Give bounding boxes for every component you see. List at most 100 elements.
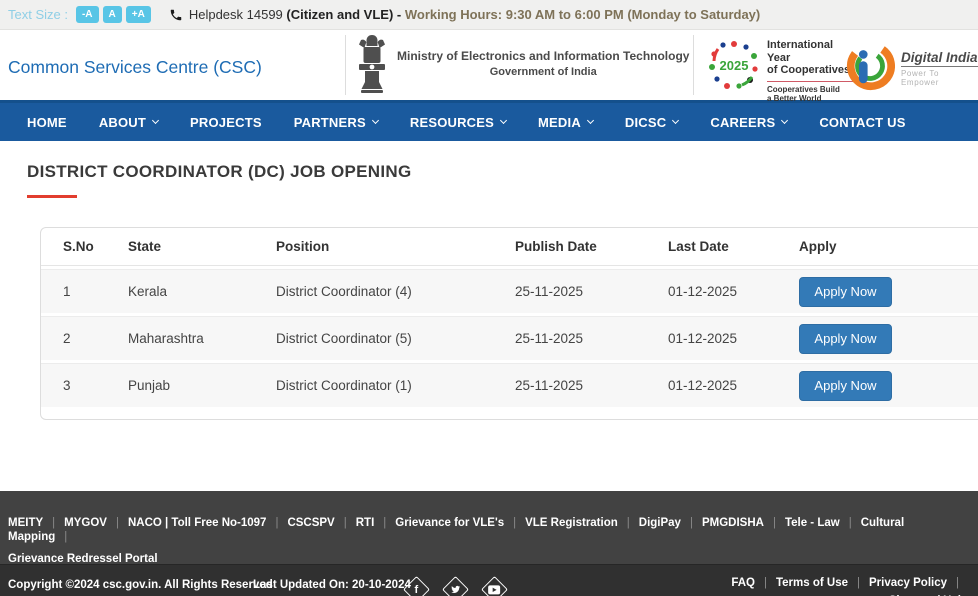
- youtube-icon[interactable]: [481, 576, 508, 596]
- coop-divider: [767, 80, 859, 82]
- cell-publish-date: 25-11-2025: [515, 378, 584, 393]
- footer-separator: |: [513, 517, 517, 529]
- text-size-increase-button[interactable]: +A: [125, 6, 151, 23]
- cell-sno: 2: [63, 331, 71, 346]
- bottom-separator: |: [956, 577, 959, 589]
- text-size-decrease-button[interactable]: -A: [75, 6, 99, 23]
- footer-links-line1: MEITY | MYGOV | NACO | Toll Free No-1097 | CSC…: [8, 516, 970, 544]
- chevron-down-icon: [499, 116, 508, 125]
- chevron-down-icon: [371, 116, 379, 125]
- working-hours-text: Working Hours: 9:30 AM to 6:00 PM (Monda…: [404, 7, 761, 22]
- nav-item-home[interactable]: HOME: [11, 103, 83, 141]
- coop-title-line2: of Cooperatives: [767, 64, 851, 76]
- chevron-down-icon: [586, 116, 594, 125]
- digital-india-logo-block: Digital India Power To Empower: [845, 36, 978, 101]
- facebook-icon[interactable]: f: [403, 576, 430, 596]
- table-header-row: S.No State Position Publish Date Last Da…: [41, 228, 978, 266]
- last-updated-text: Last Updated On: 20-10-2024: [253, 579, 411, 591]
- government-of-india-label: Government of India: [489, 66, 597, 78]
- header-divider: [693, 35, 694, 95]
- nav-label: PARTNERS: [293, 114, 366, 130]
- nav-label: CONTACT US: [819, 114, 906, 130]
- footer-link-grievance-vle[interactable]: Grievance for VLE's: [395, 517, 505, 529]
- bottom-separator: |: [763, 577, 767, 589]
- coop-year-text: 2025: [720, 58, 749, 73]
- digital-india-tagline: Power To Empower: [901, 69, 940, 87]
- cell-state: Punjab: [128, 378, 171, 393]
- cell-position: District Coordinator (4): [276, 284, 412, 299]
- chevron-down-icon: [672, 116, 680, 125]
- main-navigation: HOME ABOUT PROJECTS PARTNERS RESOURCES M…: [0, 103, 978, 141]
- apply-now-button[interactable]: Apply Now: [799, 276, 892, 307]
- footer-link-tele-law[interactable]: Tele - Law: [784, 517, 840, 529]
- column-header-last-date: Last Date: [668, 239, 729, 254]
- footer-separator: |: [626, 517, 630, 529]
- cell-sno: 1: [63, 284, 71, 299]
- nav-item-media[interactable]: MEDIA: [522, 103, 609, 141]
- text-size-label: Text Size :: [8, 7, 68, 22]
- footer-link-meity[interactable]: MEITY: [8, 517, 44, 529]
- social-icons: f: [403, 576, 508, 596]
- text-size-normal-button[interactable]: A: [102, 6, 122, 23]
- international-year-cooperatives-icon: 2025: [708, 39, 760, 104]
- footer-separator: |: [343, 517, 347, 529]
- apply-now-button[interactable]: Apply Now: [799, 323, 892, 354]
- privacy-policy-link[interactable]: Privacy Policy: [869, 577, 947, 589]
- footer-separator: |: [64, 531, 68, 543]
- nav-item-about[interactable]: ABOUT: [83, 103, 174, 141]
- cell-state: Maharashtra: [128, 331, 204, 346]
- footer-link-grievance-redressel-portal[interactable]: Grievance Redressel Portal: [8, 553, 158, 565]
- nav-item-dicsc[interactable]: DICSC: [609, 103, 694, 141]
- cell-position: District Coordinator (1): [276, 378, 412, 393]
- ministry-name: Ministry of Electronics and Information …: [397, 49, 690, 63]
- bottom-bar: Copyright ©2024 csc.gov.in. All Rights R…: [0, 564, 978, 596]
- footer-link-digipay[interactable]: DigiPay: [638, 517, 681, 529]
- copyright-text: Copyright ©2024 csc.gov.in. All Rights R…: [8, 579, 273, 591]
- coop-sub-line1: Cooperatives Build: [767, 84, 840, 94]
- footer-separator: |: [689, 517, 693, 529]
- page-title: DISTRICT COORDINATOR (DC) JOB OPENING: [27, 162, 412, 181]
- footer-link-naco[interactable]: NACO | Toll Free No-1097: [127, 517, 267, 529]
- cell-last-date: 01-12-2025: [668, 331, 738, 346]
- job-openings-table: S.No State Position Publish Date Last Da…: [40, 227, 978, 420]
- table-row: 3 Punjab District Coordinator (1) 25-11-…: [41, 363, 978, 407]
- nav-label: CAREERS: [710, 114, 776, 130]
- footer-links-bar: MEITY | MYGOV | NACO | Toll Free No-1097 | CSC…: [0, 491, 978, 566]
- nav-label: HOME: [27, 114, 67, 130]
- nav-item-contact-us[interactable]: CONTACT US: [803, 103, 921, 141]
- footer-link-vle-registration[interactable]: VLE Registration: [525, 517, 618, 529]
- site-title-link[interactable]: Common Services Centre (CSC): [8, 57, 262, 77]
- helpdesk-audience: (Citizen and VLE) -: [286, 7, 405, 22]
- nav-item-projects[interactable]: PROJECTS: [174, 103, 278, 141]
- nav-label: PROJECTS: [190, 114, 262, 130]
- cell-last-date: 01-12-2025: [668, 284, 738, 299]
- bottom-separator: |: [857, 577, 860, 589]
- bottom-right-links: FAQ|Terms of Use|Privacy Policy| Sitemap…: [731, 577, 968, 596]
- footer-link-mygov[interactable]: MYGOV: [64, 517, 107, 529]
- nav-item-resources[interactable]: RESOURCES: [394, 103, 522, 141]
- column-header-sno: S.No: [63, 239, 94, 254]
- footer-link-pmgdisha[interactable]: PMGDISHA: [701, 517, 764, 529]
- phone-icon: [169, 8, 183, 22]
- main-content: DISTRICT COORDINATOR (DC) JOB OPENING S.…: [0, 162, 978, 491]
- nav-item-partners[interactable]: PARTNERS: [278, 103, 394, 141]
- footer-link-cultural-mapping[interactable]: Cultural Mapping: [8, 517, 905, 543]
- chevron-down-icon: [781, 116, 789, 125]
- cell-publish-date: 25-11-2025: [515, 331, 584, 346]
- ashoka-emblem-icon: [355, 33, 389, 100]
- footer-link-cscspv[interactable]: CSCSPV: [287, 517, 335, 529]
- footer-links-line2: Grievance Redressel Portal: [8, 552, 970, 566]
- terms-of-use-link[interactable]: Terms of Use: [775, 577, 848, 589]
- apply-now-button[interactable]: Apply Now: [799, 370, 892, 401]
- table-row: 1 Kerala District Coordinator (4) 25-11-…: [41, 269, 978, 313]
- column-header-publish-date: Publish Date: [515, 239, 597, 254]
- helpdesk-number: Helpdesk 14599: [188, 7, 287, 22]
- nav-label: RESOURCES: [409, 114, 495, 130]
- header-divider: [345, 35, 346, 95]
- cell-last-date: 01-12-2025: [668, 378, 738, 393]
- footer-link-rti[interactable]: RTI: [355, 517, 375, 529]
- faq-link[interactable]: FAQ: [731, 577, 755, 589]
- nav-item-careers[interactable]: CAREERS: [694, 103, 803, 141]
- twitter-icon[interactable]: [442, 576, 469, 596]
- coop-sub-line2: a Better World: [767, 94, 822, 103]
